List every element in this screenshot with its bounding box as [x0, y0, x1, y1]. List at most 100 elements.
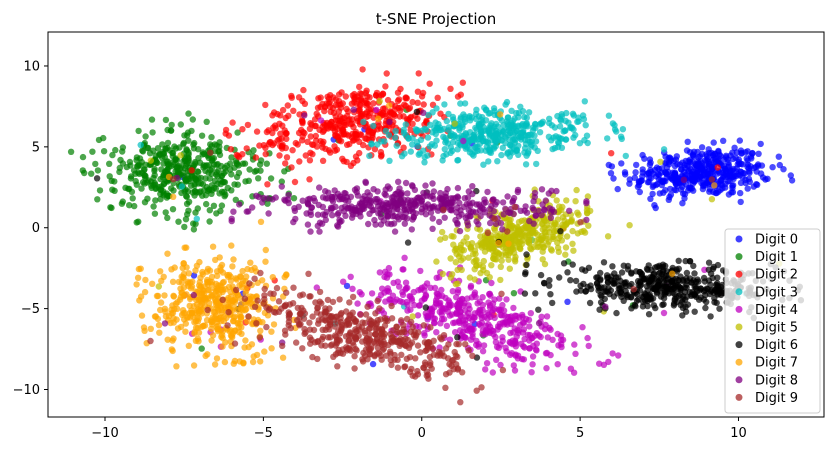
data-point [195, 315, 203, 322]
data-point [315, 95, 322, 102]
data-point [618, 269, 626, 276]
data-point [179, 264, 186, 272]
data-point [137, 141, 144, 149]
data-point [443, 151, 450, 158]
data-point [185, 342, 192, 349]
data-point [683, 147, 691, 154]
data-point [263, 160, 270, 167]
data-point [453, 209, 460, 216]
data-point [609, 350, 616, 357]
data-point [622, 152, 629, 160]
data-point [691, 308, 698, 315]
data-point [253, 167, 260, 174]
data-point [471, 310, 479, 317]
data-point [241, 344, 248, 351]
data-point [195, 180, 202, 187]
data-point [529, 361, 536, 368]
data-point [567, 277, 574, 284]
data-point [408, 182, 416, 189]
data-point [335, 209, 342, 217]
data-point [164, 139, 172, 147]
data-point [365, 220, 372, 228]
data-point [404, 190, 411, 197]
data-point [452, 329, 459, 336]
data-point [671, 297, 678, 304]
data-point [679, 312, 686, 319]
data-point [415, 70, 422, 77]
data-point [359, 66, 366, 73]
data-point [454, 303, 462, 311]
data-point [349, 293, 357, 301]
data-point [662, 169, 669, 176]
data-point [533, 340, 540, 347]
data-point [521, 335, 528, 343]
data-point [352, 207, 359, 214]
data-point [424, 201, 432, 208]
data-point [690, 148, 698, 155]
data-point [530, 220, 537, 227]
data-point [656, 281, 664, 289]
data-point [532, 212, 539, 219]
y-tick-label: 5 [32, 140, 40, 155]
data-point [467, 282, 475, 290]
data-point [365, 112, 372, 120]
data-point [594, 283, 602, 290]
data-point [717, 186, 724, 193]
data-point [433, 105, 440, 112]
data-point [327, 313, 334, 321]
data-point [560, 260, 568, 267]
data-point [177, 121, 184, 128]
data-point [291, 207, 299, 215]
data-point [338, 118, 346, 125]
data-point [423, 192, 430, 199]
data-point [152, 313, 159, 320]
data-point [748, 155, 755, 162]
legend-marker [735, 270, 743, 278]
data-point [547, 351, 554, 359]
data-point [611, 126, 619, 133]
data-point [669, 176, 676, 183]
data-point [257, 358, 264, 365]
data-point [229, 119, 236, 126]
data-point [388, 315, 396, 322]
data-point [285, 112, 292, 120]
data-point [558, 144, 566, 151]
data-point [181, 188, 188, 195]
data-point [541, 206, 548, 214]
data-point [708, 176, 716, 183]
data-point [366, 152, 373, 160]
data-point [424, 134, 432, 141]
data-point [656, 190, 663, 197]
data-point [632, 169, 639, 176]
data-point [417, 349, 424, 356]
legend-marker [735, 253, 743, 261]
data-point [252, 154, 260, 161]
data-point [402, 179, 410, 187]
data-point [505, 240, 512, 247]
data-point [668, 277, 675, 285]
data-point [180, 284, 187, 291]
data-point [345, 338, 352, 345]
data-point [164, 336, 171, 343]
data-point [324, 296, 332, 304]
data-point [473, 218, 480, 225]
data-point [425, 111, 432, 119]
data-point [714, 282, 721, 289]
data-point [513, 147, 520, 155]
data-point [402, 286, 409, 293]
data-point [547, 214, 555, 221]
data-point [408, 226, 415, 233]
data-point [507, 247, 514, 255]
legend-label: Digit 8 [755, 373, 798, 388]
data-point [141, 288, 149, 296]
data-point [554, 239, 561, 246]
data-point [257, 157, 265, 164]
data-point [157, 299, 165, 306]
data-point [447, 195, 455, 202]
data-point [483, 269, 491, 277]
data-point [160, 150, 168, 157]
data-point [548, 247, 555, 254]
data-point [473, 106, 480, 114]
data-point [198, 345, 205, 352]
y-tick-label: −10 [13, 383, 40, 398]
